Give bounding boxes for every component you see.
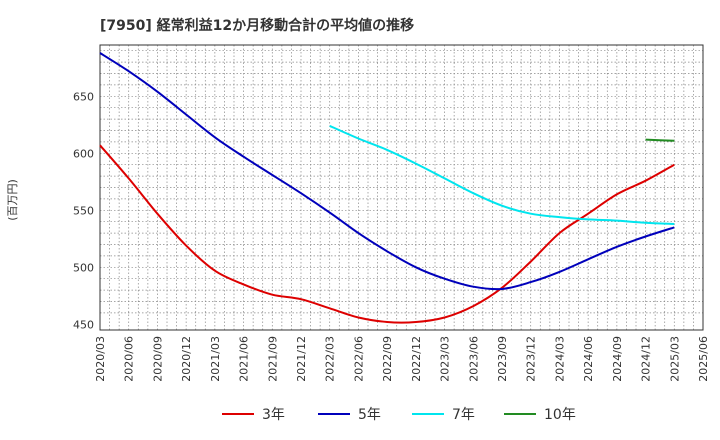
- legend-label: 5年: [358, 407, 381, 423]
- series-lines: [99, 52, 675, 324]
- x-tick-label: 2022/09: [381, 336, 394, 382]
- y-tick-label: 450: [73, 318, 94, 331]
- x-tick-label: 2022/06: [352, 336, 365, 382]
- y-tick-label: 550: [73, 204, 94, 217]
- x-tick-label: 2025/06: [697, 336, 710, 382]
- x-tick-label: 2020/12: [180, 336, 193, 382]
- x-ticks: 2020/03 2020/06 2020/09 2020/12 2021/03 2021/…: [94, 336, 710, 382]
- x-tick-label: 2024/09: [611, 336, 624, 382]
- y-ticks: 450 500 550 600 650: [73, 90, 94, 331]
- x-tick-label: 2021/03: [209, 336, 222, 382]
- x-tick-label: 2025/03: [668, 336, 681, 382]
- legend-label: 3年: [262, 407, 285, 423]
- y-tick-label: 600: [73, 147, 94, 160]
- x-tick-label: 2022/12: [410, 336, 423, 382]
- legend: 3年 5年 7年 10年: [222, 407, 576, 423]
- x-tick-label: 2023/09: [496, 336, 509, 382]
- x-tick-label: 2021/06: [238, 336, 251, 382]
- legend-label: 7年: [452, 407, 475, 423]
- y-axis-label: (百万円): [6, 179, 19, 221]
- series-line-7年: [329, 124, 675, 225]
- x-tick-label: 2021/12: [295, 336, 308, 382]
- series-line-10年: [645, 138, 675, 142]
- x-tick-label: 2023/03: [439, 336, 452, 382]
- chart-title: [7950] 経常利益12か月移動合計の平均値の推移: [100, 17, 414, 34]
- y-tick-label: 500: [73, 261, 94, 274]
- x-tick-label: 2024/06: [582, 336, 595, 382]
- x-tick-label: 2022/03: [324, 336, 337, 382]
- x-tick-label: 2023/06: [467, 336, 480, 382]
- x-tick-label: 2024/03: [553, 336, 566, 382]
- y-tick-label: 650: [73, 90, 94, 103]
- series-line-5年: [99, 52, 675, 291]
- x-tick-label: 2020/06: [123, 336, 136, 382]
- legend-label: 10年: [544, 407, 576, 423]
- x-tick-label: 2021/09: [266, 336, 279, 382]
- grid: [100, 45, 703, 330]
- x-tick-label: 2020/03: [94, 336, 107, 382]
- x-tick-label: 2023/12: [525, 336, 538, 382]
- x-tick-label: 2020/09: [151, 336, 164, 382]
- plot-frame: [99, 44, 704, 331]
- x-tick-label: 2024/12: [640, 336, 653, 382]
